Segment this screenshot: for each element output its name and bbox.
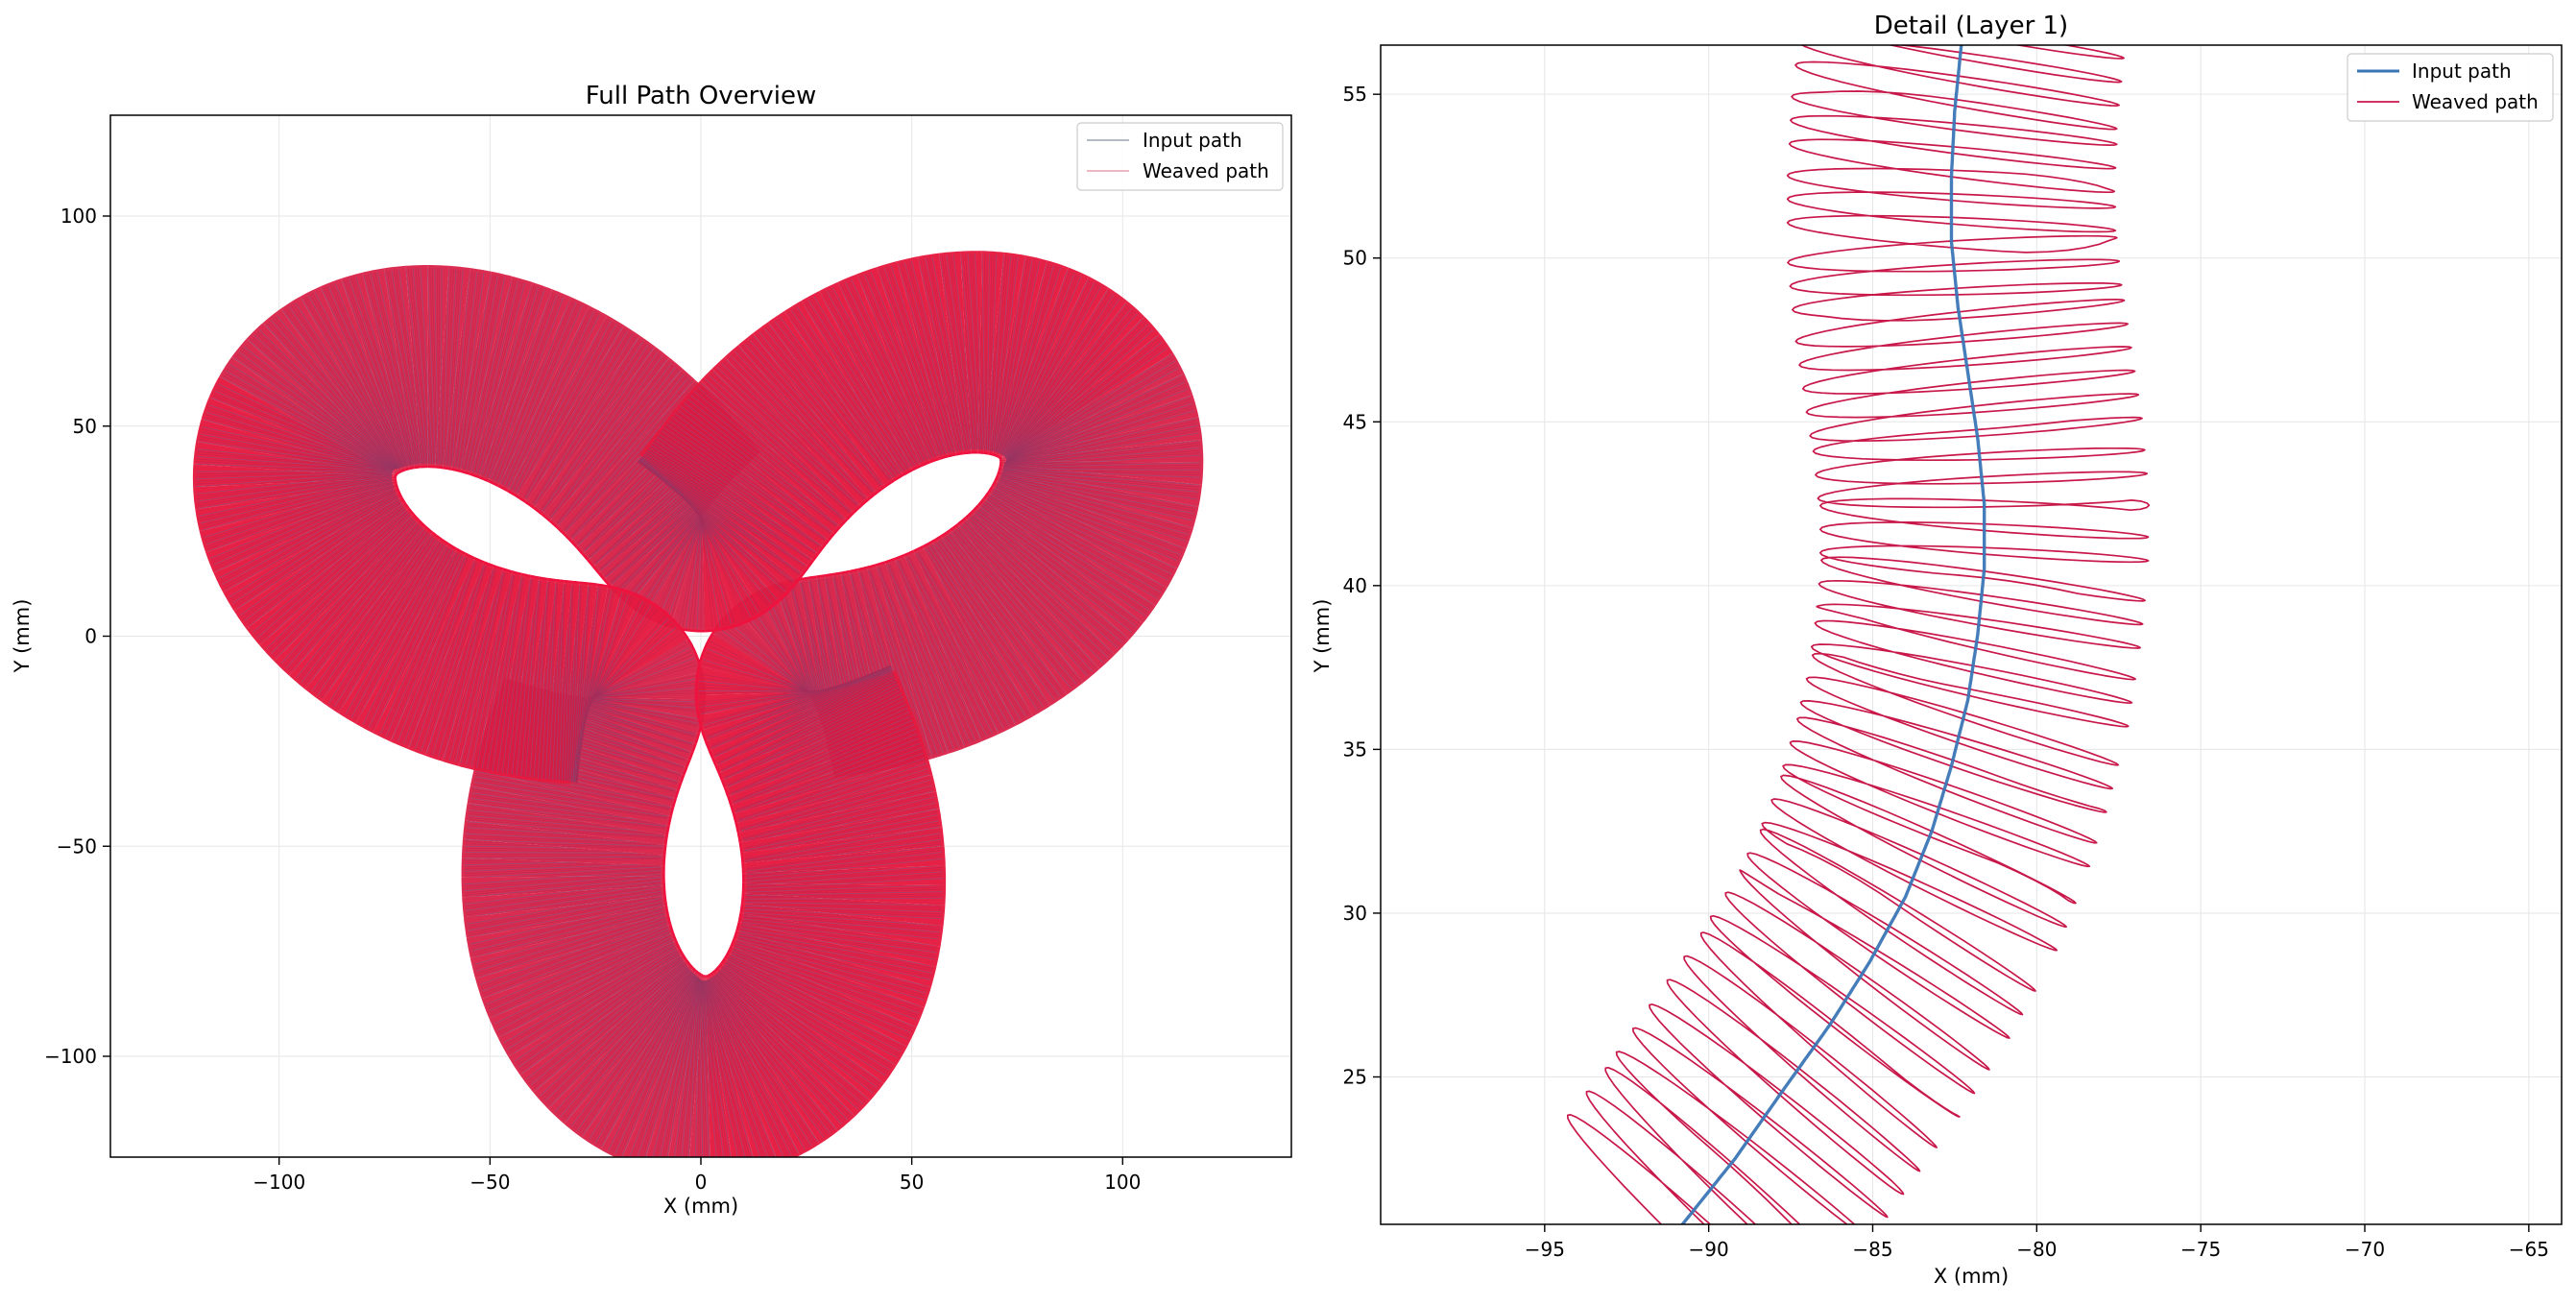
overview-title: Full Path Overview — [586, 82, 817, 110]
detail-xtick-label: −70 — [2345, 1238, 2385, 1261]
weaved-band-edge — [696, 971, 699, 973]
detail-xtick-label: −80 — [2016, 1238, 2057, 1261]
weaved-band-edge — [841, 571, 850, 573]
weaved-band-edge — [825, 574, 832, 575]
weaved-band-edge — [664, 845, 665, 856]
weaved-band-edge — [402, 470, 406, 471]
weaved-band-edge — [443, 468, 451, 470]
detail-ytick-label: 50 — [1343, 247, 1367, 270]
weaved-band-edge — [964, 452, 972, 453]
weaved-band-edge — [397, 472, 399, 473]
weaved-band-edge — [983, 453, 988, 454]
weaved-band-edge — [399, 471, 402, 472]
weaved-band-edge — [572, 582, 580, 583]
weaved-band-edge — [808, 577, 817, 578]
weaved-band-edge — [664, 856, 665, 866]
detail-title: Detail (Layer 1) — [1874, 12, 2068, 40]
weaved-band-edge — [435, 467, 443, 468]
detail-legend-weaved-label: Weaved path — [2412, 90, 2539, 113]
weaved-band-edge — [665, 896, 666, 906]
overview-legend-weaved-label: Weaved path — [1143, 159, 1269, 182]
weaved-band-edge — [956, 453, 964, 454]
weaved-band-edge — [396, 481, 397, 484]
overview-xlabel: X (mm) — [663, 1195, 738, 1218]
weaved-band-edge — [832, 573, 841, 574]
weaved-band-edge — [699, 974, 701, 976]
overview-legend: Input path Weaved path — [1077, 123, 1283, 190]
detail-xlabel: X (mm) — [1934, 1265, 2009, 1288]
weaved-band-edge — [710, 973, 712, 975]
weaved-band-edge — [740, 842, 742, 853]
weaved-band-edge — [999, 467, 1000, 471]
detail-ytick-label: 45 — [1343, 410, 1367, 433]
overview-xtick-label: 0 — [695, 1171, 708, 1194]
detail-ytick-label: 30 — [1343, 902, 1367, 925]
overview-ytick-label: 100 — [60, 205, 97, 228]
detail-ytick-label: 25 — [1343, 1066, 1367, 1089]
overview-xtick-label: 50 — [900, 1171, 924, 1194]
weaved-band-edge — [741, 853, 742, 863]
weaved-band-edge — [565, 581, 572, 582]
detail-panel: −95 −90 −85 −80 −75 −70 −65 25 30 35 40 45 50 55 Deta… — [1311, 0, 2562, 1301]
overview-xtick-label: −100 — [253, 1171, 305, 1194]
overview-ylabel: Y (mm) — [11, 599, 34, 674]
detail-xtick-label: −85 — [1852, 1238, 1892, 1261]
weaved-band-edge — [556, 580, 564, 581]
weaved-band-edge — [701, 975, 703, 976]
weaved-band-edge — [708, 976, 709, 977]
overview-ytick-label: 50 — [73, 415, 97, 438]
weaved-band-edge — [667, 826, 669, 835]
weaved-band-edge — [709, 975, 710, 976]
detail-xtick-label: −75 — [2180, 1238, 2221, 1261]
weaved-band-edge — [540, 578, 548, 579]
weaved-band-edge — [999, 457, 1000, 458]
weaved-band-edge — [998, 457, 999, 458]
weaved-band-edge — [743, 863, 744, 874]
detail-ytick-label: 55 — [1343, 83, 1367, 106]
detail-plot-area — [1381, 45, 2562, 1224]
overview-ytick-label: −100 — [44, 1045, 97, 1068]
detail-xtick-label: −90 — [1689, 1238, 1729, 1261]
overview-ytick-label: 0 — [84, 625, 97, 648]
weaved-band-edge — [666, 906, 668, 915]
weaved-band-edge — [664, 886, 665, 897]
overview-legend-input-label: Input path — [1143, 129, 1242, 152]
weaved-band-edge — [816, 575, 824, 576]
weaved-band-edge — [703, 976, 704, 977]
weaved-band-edge — [993, 454, 996, 455]
overview-xtick-label: −50 — [469, 1171, 510, 1194]
weaved-band-edge — [415, 467, 421, 468]
overview-ytick-label: −50 — [57, 834, 97, 858]
weaved-band-edge — [410, 468, 415, 469]
overview-panel: −100 −50 0 50 100 −100 −50 0 50 100 Full Path Ove… — [11, 82, 1291, 1218]
weaved-band-edge — [589, 584, 598, 585]
weaved-band-edge — [998, 471, 999, 475]
weaved-band-edge — [988, 453, 992, 454]
detail-legend: Input path Weaved path — [2347, 54, 2553, 121]
detail-legend-input-label: Input path — [2412, 60, 2512, 83]
detail-ylabel: Y (mm) — [1311, 599, 1334, 674]
weaved-band-edge — [397, 488, 399, 493]
weaved-band-edge — [531, 576, 540, 578]
weaved-band-edge — [742, 894, 743, 904]
weaved-band-edge — [548, 579, 557, 580]
weaved-band-edge — [665, 835, 667, 845]
weaved-band-edge — [405, 469, 410, 470]
weaved-band-edge — [396, 474, 397, 475]
detail-ytick-label: 35 — [1343, 737, 1367, 761]
weaved-band-edge — [580, 583, 589, 584]
weaved-band-edge — [996, 455, 998, 456]
weaved-band-edge — [741, 904, 742, 913]
detail-xtick-label: −65 — [2509, 1238, 2549, 1261]
detail-xtick-label: −95 — [1525, 1238, 1565, 1261]
detail-ytick-label: 40 — [1343, 574, 1367, 597]
overview-xtick-label: 100 — [1104, 1171, 1141, 1194]
weaved-band-edge — [1000, 464, 1001, 467]
